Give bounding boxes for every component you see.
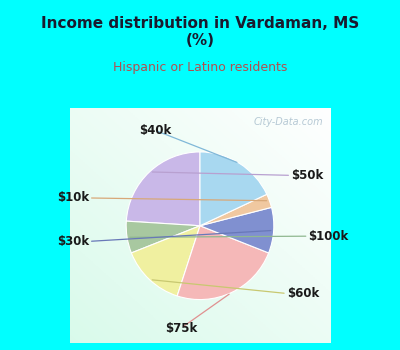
Wedge shape: [177, 226, 269, 300]
Text: $60k: $60k: [287, 287, 319, 300]
Text: $40k: $40k: [139, 124, 171, 137]
Text: City-Data.com: City-Data.com: [254, 117, 323, 127]
Wedge shape: [200, 208, 274, 253]
Wedge shape: [200, 152, 267, 226]
Text: $30k: $30k: [57, 235, 89, 248]
Text: $75k: $75k: [165, 322, 197, 335]
Text: Hispanic or Latino residents: Hispanic or Latino residents: [113, 61, 287, 74]
Text: $10k: $10k: [57, 191, 89, 204]
Text: Income distribution in Vardaman, MS
(%): Income distribution in Vardaman, MS (%): [41, 16, 359, 48]
Wedge shape: [126, 152, 200, 226]
Wedge shape: [131, 226, 200, 296]
Wedge shape: [126, 221, 200, 253]
Text: $100k: $100k: [308, 230, 349, 243]
Wedge shape: [200, 194, 272, 226]
Text: $50k: $50k: [291, 169, 324, 182]
